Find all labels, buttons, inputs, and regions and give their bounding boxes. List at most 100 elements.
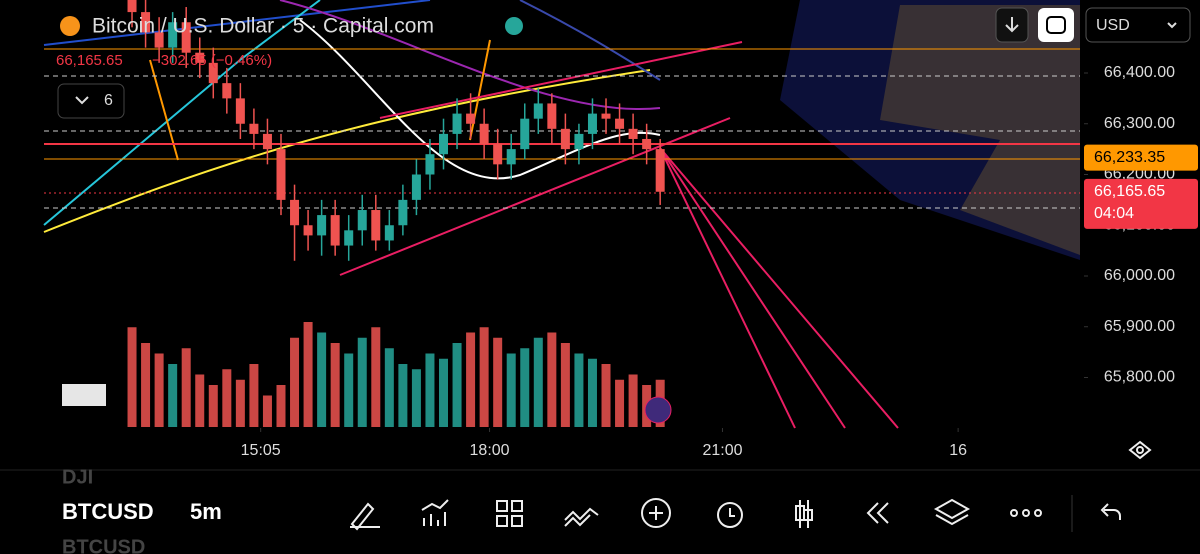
volume-bar [235,379,245,427]
volume-bar [208,385,218,427]
candle-body [249,123,259,134]
volume-bar [425,353,435,427]
x-tick-label: 18:00 [470,442,510,459]
volume-bar [533,337,543,427]
volume-bar [560,343,570,427]
candle-body [398,199,408,226]
candle-body [290,199,300,226]
volume-bar [168,364,178,427]
volume-bar [127,327,137,427]
volume-bar [249,364,259,427]
toolbar: DJI BTCUSD 5m BTCUSD [62,440,1152,554]
candle-body [439,133,449,155]
grid-tool[interactable] [496,500,523,527]
more-tool[interactable] [1034,509,1042,517]
candle-body [520,118,530,150]
compare-tool[interactable] [564,507,599,527]
volume-bar [357,337,367,427]
x-tick-label: 15:05 [241,442,281,459]
candle-body [344,230,354,246]
volume-bar [262,395,272,427]
candle-body [181,22,191,53]
ghost-symbol: BTCUSD [62,536,145,554]
settings-icon[interactable] [1128,440,1152,460]
volume-bar [154,353,164,427]
indicators-tool[interactable] [421,499,449,526]
volume-bar [479,327,489,427]
candle-body [195,52,205,63]
indicator-toggle[interactable] [57,83,125,119]
candle-body [262,133,272,150]
layout-button[interactable] [1038,8,1074,42]
arrow-icon [1005,17,1019,33]
watermark [62,384,672,424]
candle-body [127,0,137,13]
volume-bar [628,374,638,427]
add-tool[interactable] [641,498,671,528]
candle-body [628,128,638,139]
candle-body [154,32,164,48]
price-change: −302.65 (−0.46%) [152,52,272,69]
volume-bar [520,348,530,427]
candle-body [655,149,665,192]
volume-bar [601,364,611,427]
candle-body [506,149,516,165]
candle-body [452,113,462,134]
alert-tool[interactable] [717,502,743,528]
volume-bar [371,327,381,427]
chevron [1167,22,1177,29]
y-tick-label: 66,300.00 [1104,115,1175,132]
ghost-symbol: DJI [62,466,93,488]
volume-bar [181,348,191,427]
x-tick-label: 21:00 [702,442,742,459]
x-tick-label: 16 [949,442,967,459]
y-tick-label: 65,900.00 [1104,318,1175,335]
volume-bar [330,343,340,427]
volume-bar [587,358,597,427]
y-tick-label: 66,000.00 [1104,267,1175,284]
symbol[interactable]: BTCUSD [62,499,154,524]
undo-tool[interactable] [1100,503,1121,520]
volume-bar [222,369,232,427]
indicator-count: 6 [104,92,113,109]
candle-body [317,215,327,236]
volume-bar [303,322,313,427]
currency-select[interactable] [1085,7,1191,43]
volume-bar [384,348,394,427]
draw-tool[interactable] [350,502,380,531]
volume-bar [317,332,327,427]
candle-body [357,210,367,231]
volume-bar [547,332,557,427]
candle-body [330,215,340,246]
countdown: 04:04 [1094,205,1134,222]
candle-body [371,210,381,241]
volume-bar [506,353,516,427]
volume-bar [574,353,584,427]
candle-body [235,98,245,124]
interval[interactable]: 5m [190,499,222,524]
legend: Bitcoin / U.S. Dollar · 5 · Capital.com … [56,7,1191,119]
candle-body [222,83,232,99]
layers-tool[interactable] [933,498,971,526]
price-tag-label: 66,165.65 [1094,183,1165,200]
replay-tool[interactable] [866,502,889,524]
volume-bar [290,337,300,427]
candle-body [560,128,570,150]
currency: USD [1096,17,1130,34]
symbol-title: Bitcoin / U.S. Dollar · 5 · Capital.com [92,15,434,38]
candle-body [466,113,476,124]
price-tag [1084,178,1198,229]
btc-icon [60,16,80,36]
candle-body [141,12,151,33]
candle-body [547,103,557,129]
volume-bar [466,332,476,427]
candle-body [615,118,625,129]
candle-body [276,149,286,200]
volume-bar [615,379,625,427]
chart-type-tool[interactable] [795,500,813,528]
candle-body [533,103,543,119]
last-price: 66,165.65 [56,52,123,69]
